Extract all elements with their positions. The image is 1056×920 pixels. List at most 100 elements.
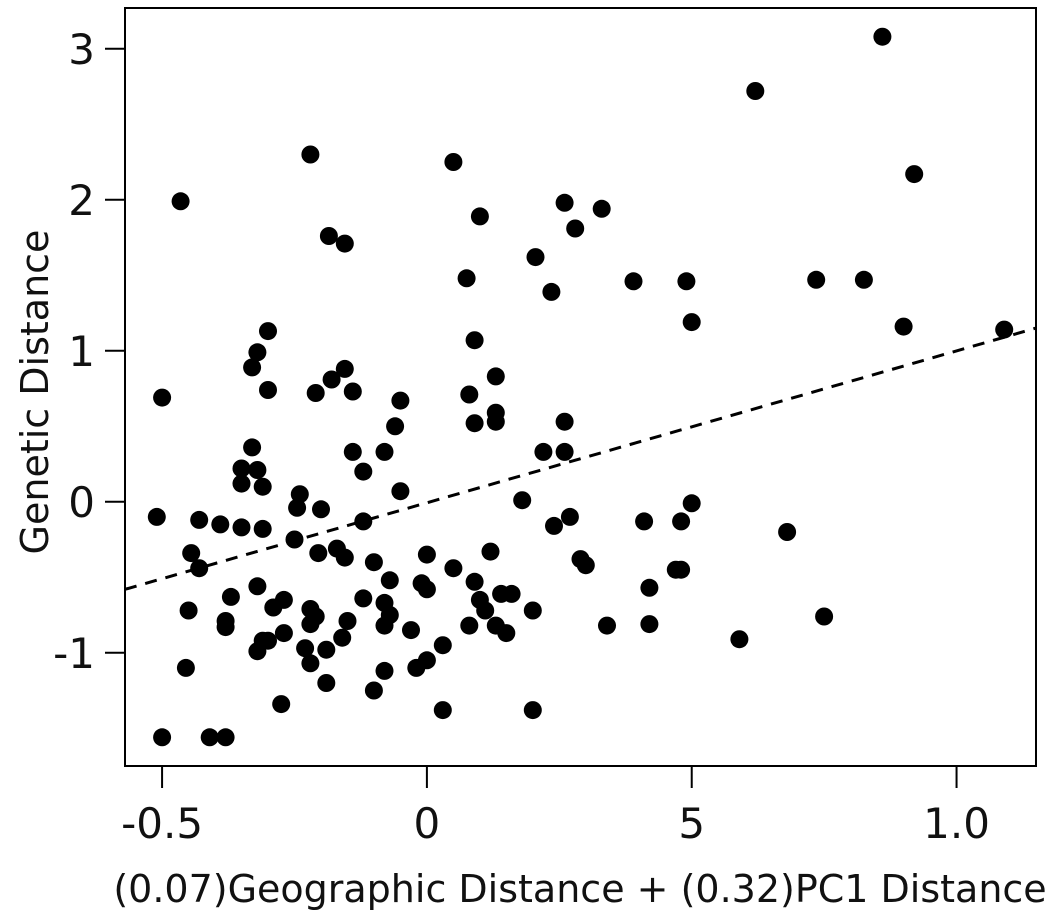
data-point <box>492 584 511 603</box>
data-point <box>190 510 209 529</box>
data-point <box>147 507 166 526</box>
data-point <box>343 382 362 401</box>
data-point <box>894 317 913 336</box>
data-point <box>598 616 616 635</box>
data-point <box>417 545 436 564</box>
y-axis: -1 0 1 2 3 <box>53 25 125 678</box>
data-point <box>259 381 277 399</box>
data-point <box>576 556 595 575</box>
data-point <box>465 414 484 433</box>
y-tick-label: 0 <box>68 478 95 527</box>
data-point <box>523 601 542 620</box>
data-point <box>317 640 336 659</box>
data-point <box>470 590 489 609</box>
data-point <box>153 388 172 407</box>
data-point <box>200 728 219 747</box>
data-point <box>560 507 579 526</box>
data-point <box>301 145 320 164</box>
data-point <box>232 474 251 493</box>
data-point <box>433 636 452 655</box>
data-point <box>545 516 563 535</box>
x-tick-label: 5 <box>678 799 705 848</box>
data-point <box>333 628 352 647</box>
data-point <box>386 417 405 436</box>
data-point <box>457 269 476 288</box>
data-point <box>375 593 394 612</box>
data-point <box>391 391 410 410</box>
data-point <box>730 630 749 649</box>
data-point <box>343 442 362 461</box>
data-point <box>391 482 410 501</box>
data-point <box>412 574 431 593</box>
data-point <box>232 459 251 478</box>
data-point <box>640 615 659 634</box>
data-point <box>682 313 701 332</box>
data-point <box>232 518 251 537</box>
data-point <box>272 695 291 714</box>
data-point <box>486 367 505 386</box>
data-point <box>301 654 320 673</box>
data-point <box>486 412 505 431</box>
data-point <box>253 519 272 538</box>
y-tick-label: 2 <box>68 176 95 225</box>
trend-line <box>124 326 1037 591</box>
data-point <box>335 548 354 567</box>
data-point <box>465 331 484 350</box>
data-point <box>221 587 240 606</box>
data-point <box>153 728 172 747</box>
data-point <box>470 207 489 226</box>
data-point <box>523 701 542 720</box>
data-point <box>555 412 574 431</box>
data-point <box>290 485 309 504</box>
data-point <box>322 370 341 389</box>
y-tick-label: 1 <box>68 327 95 376</box>
data-point <box>364 681 383 700</box>
data-point <box>375 661 394 680</box>
data-point <box>746 82 765 100</box>
data-point <box>312 500 330 519</box>
data-point <box>555 442 574 461</box>
data-point <box>259 322 277 341</box>
data-point <box>592 199 611 218</box>
data-point <box>319 227 338 245</box>
data-point <box>905 165 924 184</box>
data-point <box>364 553 383 572</box>
data-point <box>807 270 826 289</box>
data-point <box>182 544 201 563</box>
data-point <box>635 512 654 531</box>
data-point <box>380 571 399 590</box>
data-point <box>672 560 691 579</box>
data-point <box>248 577 267 596</box>
data-point <box>481 542 500 561</box>
data-point <box>264 598 283 617</box>
data-point <box>335 234 354 253</box>
data-point <box>171 192 190 211</box>
data-point <box>460 385 479 404</box>
data-point <box>176 658 195 677</box>
data-point <box>296 639 315 658</box>
data-point <box>640 578 659 597</box>
data-point <box>460 616 479 635</box>
data-point <box>216 618 235 637</box>
data-point <box>248 642 267 661</box>
data-point <box>274 624 293 643</box>
data-point <box>243 358 262 377</box>
data-point <box>216 728 235 747</box>
data-point <box>306 384 325 402</box>
data-point <box>354 462 373 481</box>
data-point <box>486 616 505 635</box>
data-point <box>375 616 394 635</box>
data-point <box>309 544 328 563</box>
data-point <box>542 282 561 301</box>
data-point <box>402 621 420 640</box>
data-point <box>778 523 797 541</box>
data-point <box>444 153 463 171</box>
x-tick-label: 0 <box>414 799 441 848</box>
data-point <box>677 272 696 291</box>
data-point <box>306 607 325 626</box>
y-tick-label: 3 <box>68 25 95 74</box>
data-point <box>354 589 373 608</box>
data-point <box>190 559 209 578</box>
data-points <box>147 27 1014 747</box>
